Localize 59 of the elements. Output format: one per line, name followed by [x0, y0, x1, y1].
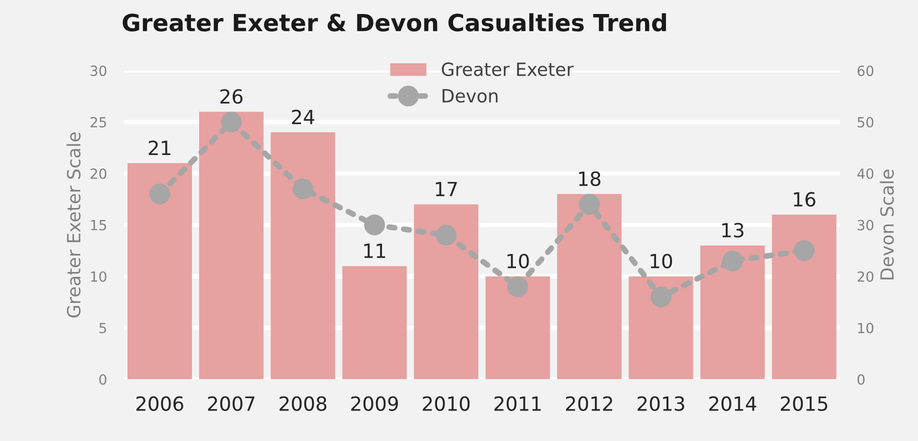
data-label: 10 [508, 254, 529, 268]
data-label: 21 [148, 140, 170, 155]
bar [199, 112, 264, 380]
bar [486, 276, 550, 380]
y-tick-label: 5 [100, 322, 106, 334]
y-axis-title: Greater Exeter Scale [66, 132, 81, 318]
bar [414, 204, 478, 380]
x-tick-label: 2008 [280, 396, 326, 411]
x-tick-label: 2007 [208, 396, 254, 411]
bar [342, 266, 407, 380]
point [436, 224, 457, 246]
x-tick-label: 2013 [638, 396, 684, 411]
legend-label: Greater Exeter [442, 62, 574, 76]
x-tick-label: 2012 [566, 396, 612, 411]
y2-tick-label: 30 [858, 220, 874, 230]
y2-tick-label: 20 [858, 271, 874, 282]
x-tick-label: 2011 [494, 396, 541, 411]
y-tick-label: 10 [91, 271, 106, 282]
data-label: 11 [364, 244, 386, 258]
data-label: 24 [292, 110, 314, 124]
x-tick-label: 2010 [422, 396, 470, 411]
legend-label: Devon [442, 89, 498, 103]
x-tick-label: 2014 [709, 396, 756, 411]
y-tick-label: 15 [91, 220, 106, 230]
x-tick-label: 2006 [136, 396, 184, 411]
y2-tick-label: 60 [858, 66, 874, 76]
y-tick-label: 20 [90, 168, 106, 179]
y-tick-label: 30 [90, 66, 106, 76]
data-label: 18 [579, 171, 600, 186]
data-label: 13 [722, 222, 744, 238]
point [794, 240, 815, 262]
point [220, 112, 242, 132]
chart-title: Greater Exeter & Devon Casualties Trend [122, 13, 666, 32]
x-tick-label: 2015 [780, 396, 828, 411]
bar [628, 276, 694, 380]
data-label: 10 [650, 254, 672, 268]
data-label: 16 [794, 192, 816, 207]
point [507, 276, 528, 298]
y2-axis-title: Devon Scale [880, 170, 894, 280]
bar [270, 132, 336, 380]
bar [772, 214, 836, 380]
x-tick-label: 2009 [351, 396, 398, 411]
y2-tick-label: 0 [858, 374, 865, 385]
data-label: 17 [436, 182, 457, 196]
point [364, 214, 385, 236]
y2-tick-label: 10 [858, 322, 874, 334]
bar [128, 163, 192, 380]
point [292, 178, 314, 200]
point [650, 286, 672, 308]
y2-tick-label: 50 [858, 116, 874, 128]
point [578, 194, 600, 215]
bar [700, 245, 765, 380]
point [722, 250, 743, 272]
y2-tick-label: 40 [857, 168, 874, 179]
data-label: 26 [220, 89, 242, 104]
y-tick-label: 25 [90, 116, 106, 128]
bar [557, 194, 622, 380]
point [149, 184, 170, 204]
y-tick-label: 0 [99, 374, 106, 385]
